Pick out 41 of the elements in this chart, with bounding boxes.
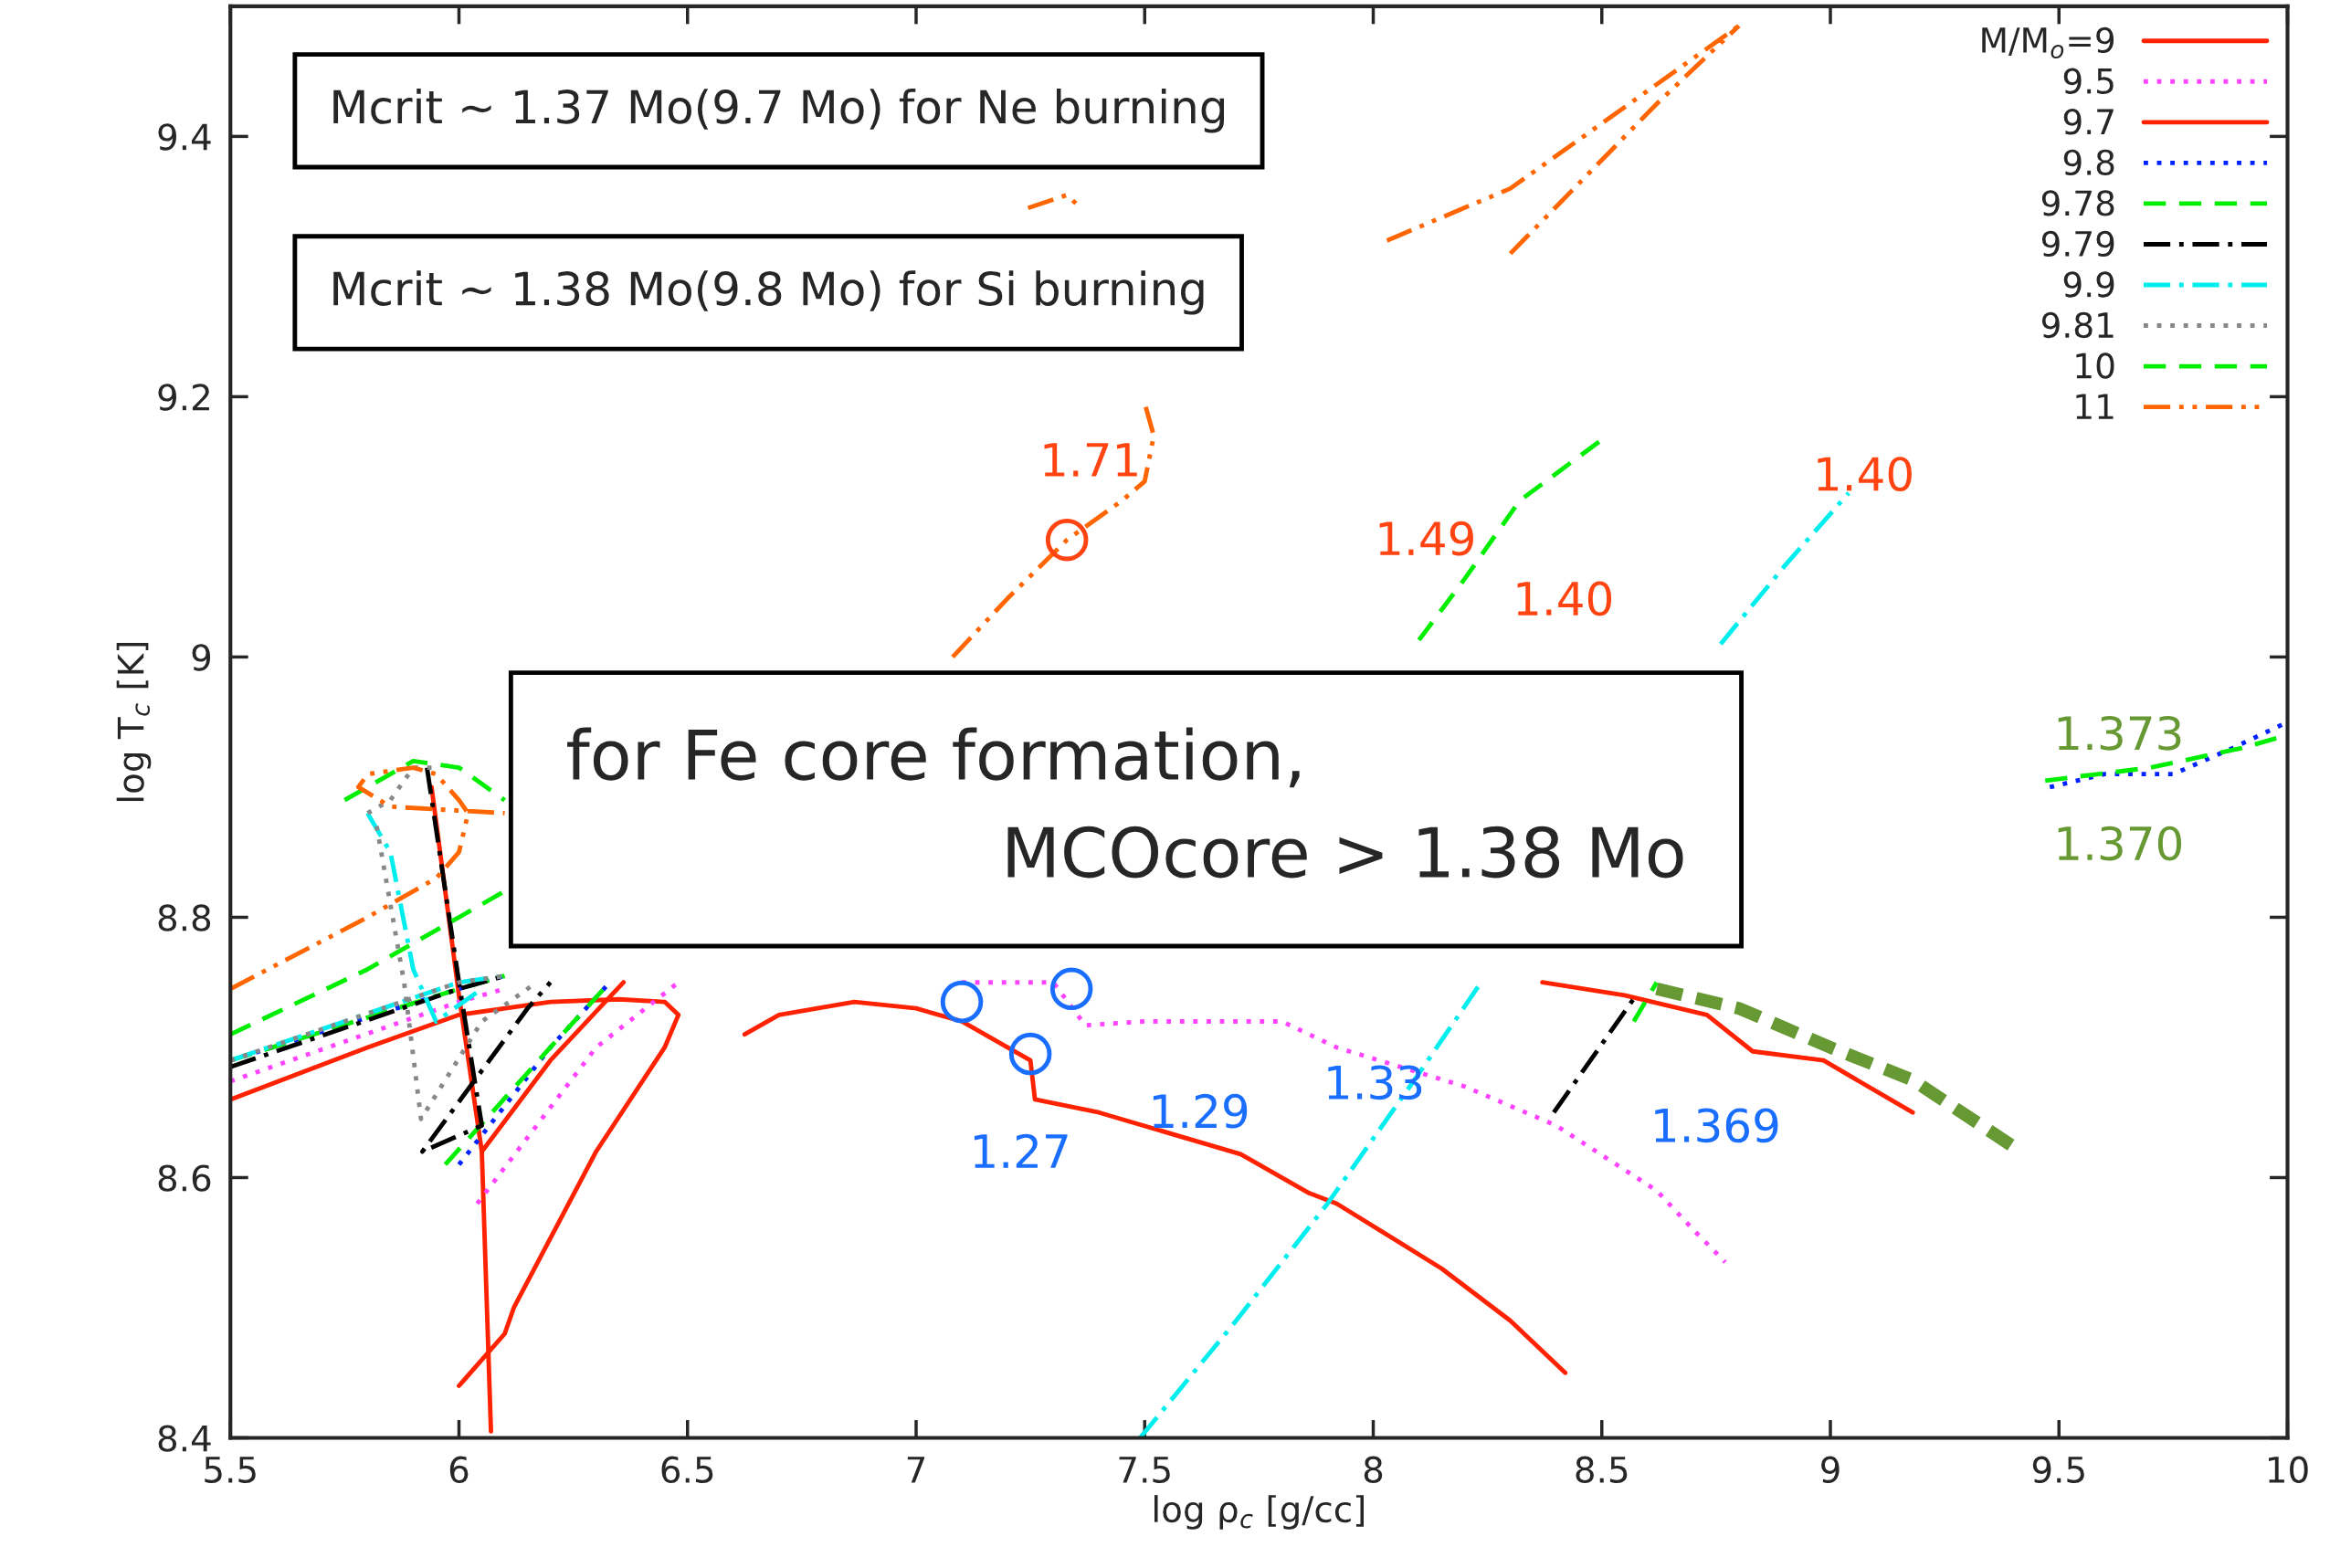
x-tick-label: 5.5 [205, 1457, 256, 1484]
legend-label: 9.7 [2063, 109, 2114, 135]
x-tick-label: 7.5 [1119, 1457, 1170, 1484]
x-tick-label: 8 [1364, 1456, 1383, 1484]
legend-label: 9.81 [2041, 311, 2114, 339]
annotation: Mcrit ~ 1.37 Mo(9.7 Mo) for Ne burning [333, 89, 1224, 133]
x-tick-label: 9 [1821, 1456, 1840, 1484]
annotation: 1.27 [974, 1133, 1068, 1168]
x-tick-label: 6 [449, 1456, 469, 1484]
x-tick-label: 9.5 [2032, 1456, 2084, 1484]
annotation: for Fe core formation, MCOcore > 1.38 Mo [567, 727, 1683, 879]
y-tick-label: 8.6 [158, 1164, 211, 1192]
legend-label: M/M$_{o}$=9 [1982, 26, 2114, 59]
annotation: 1.49 [1379, 521, 1473, 556]
y-tick-label: 9 [192, 644, 211, 671]
x-tick-label: 10 [2269, 1456, 2308, 1484]
annotation: 1.33 [1328, 1065, 1422, 1100]
x-tick-label: 7 [907, 1457, 925, 1483]
legend-label: 9.9 [2063, 271, 2114, 298]
annotation: 1.40 [1818, 457, 1912, 492]
legend-label: 9.79 [2041, 230, 2114, 258]
x-tick-label: 6.5 [661, 1456, 713, 1484]
x-axis-title: log ρ$_{c}$ [g/cc] [1154, 1495, 1364, 1530]
legend-label: 9.5 [2063, 68, 2114, 94]
y-tick-label: 9.4 [158, 123, 211, 151]
annotation: 1.370 [2058, 826, 2182, 861]
annotation: Mcrit ~ 1.38 Mo(9.8 Mo) for Si burning [333, 270, 1204, 315]
y-tick-label: 9.2 [158, 384, 209, 411]
annotation: 1.373 [2058, 715, 2181, 751]
legend-label: 9.78 [2041, 190, 2114, 216]
y-tick-label: 8.8 [158, 904, 211, 931]
y-axis-title: log T$_{c}$ [K] [116, 643, 152, 802]
y-tick-label: 8.4 [158, 1425, 211, 1452]
annotation: 1.40 [1517, 581, 1612, 616]
legend-label: 9.8 [2063, 149, 2114, 176]
legend-label: 10 [2076, 353, 2114, 379]
legend-label: 11 [2076, 394, 2114, 419]
annotation: 1.29 [1153, 1093, 1248, 1129]
annotation: 1.369 [1655, 1108, 1778, 1143]
annotation: 1.71 [1044, 443, 1137, 477]
x-tick-label: 8.5 [1576, 1456, 1628, 1484]
